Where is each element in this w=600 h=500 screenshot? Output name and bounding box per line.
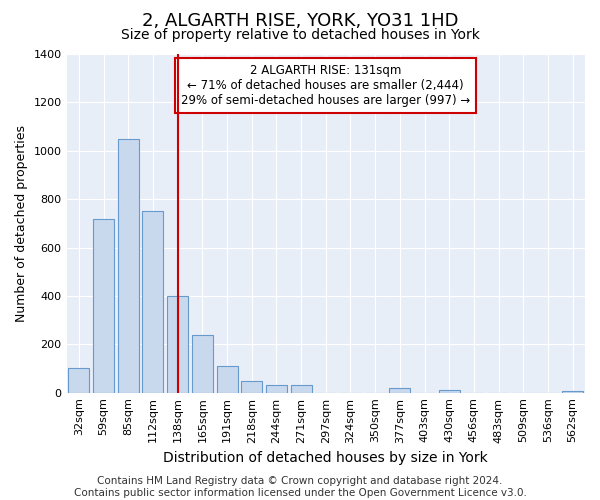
Text: 2 ALGARTH RISE: 131sqm
← 71% of detached houses are smaller (2,444)
29% of semi-: 2 ALGARTH RISE: 131sqm ← 71% of detached… (181, 64, 470, 107)
Bar (217, 366, 238, 392)
X-axis label: Distribution of detached houses by size in York: Distribution of detached houses by size … (163, 451, 488, 465)
Bar (389, 388, 410, 392)
Bar (192, 334, 213, 392)
Text: 2, ALGARTH RISE, YORK, YO31 1HD: 2, ALGARTH RISE, YORK, YO31 1HD (142, 12, 458, 30)
Bar (142, 211, 163, 392)
Text: Contains HM Land Registry data © Crown copyright and database right 2024.
Contai: Contains HM Land Registry data © Crown c… (74, 476, 526, 498)
Bar (290, 386, 311, 392)
Y-axis label: Number of detached properties: Number of detached properties (15, 125, 28, 322)
Bar (241, 380, 262, 392)
Text: Size of property relative to detached houses in York: Size of property relative to detached ho… (121, 28, 479, 42)
Bar (68, 368, 89, 392)
Bar (439, 390, 460, 392)
Bar (93, 218, 114, 392)
Bar (266, 386, 287, 392)
Bar (118, 138, 139, 392)
Bar (167, 296, 188, 392)
